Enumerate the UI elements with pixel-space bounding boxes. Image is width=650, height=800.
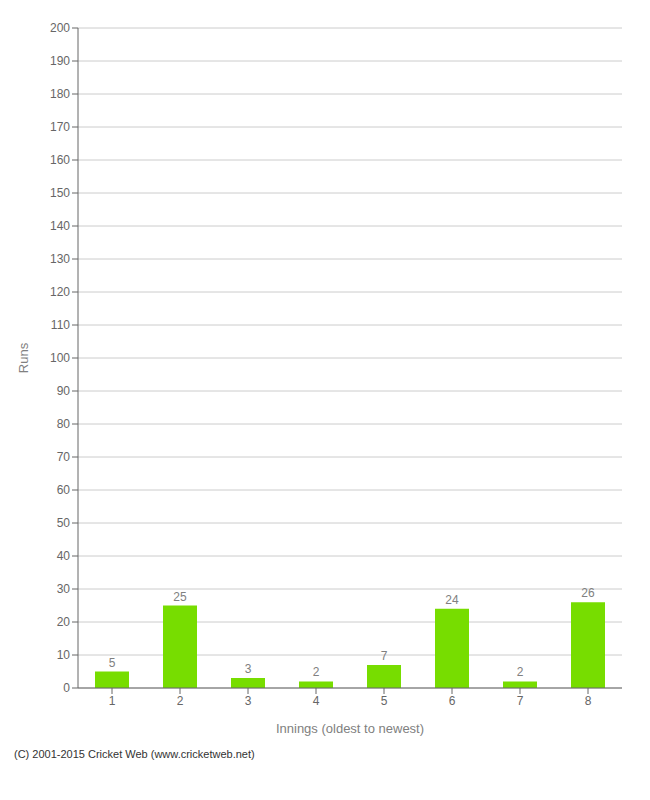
svg-text:5: 5 bbox=[381, 694, 388, 708]
svg-text:50: 50 bbox=[57, 516, 71, 530]
svg-text:140: 140 bbox=[50, 219, 70, 233]
svg-text:25: 25 bbox=[173, 590, 187, 604]
svg-text:20: 20 bbox=[57, 615, 71, 629]
svg-text:200: 200 bbox=[50, 21, 70, 35]
svg-text:180: 180 bbox=[50, 87, 70, 101]
svg-text:160: 160 bbox=[50, 153, 70, 167]
svg-text:7: 7 bbox=[517, 694, 524, 708]
svg-text:90: 90 bbox=[57, 384, 71, 398]
svg-text:150: 150 bbox=[50, 186, 70, 200]
svg-text:130: 130 bbox=[50, 252, 70, 266]
svg-text:Runs: Runs bbox=[16, 342, 31, 373]
svg-text:24: 24 bbox=[445, 593, 459, 607]
svg-text:3: 3 bbox=[245, 694, 252, 708]
svg-text:8: 8 bbox=[585, 694, 592, 708]
svg-text:100: 100 bbox=[50, 351, 70, 365]
svg-text:170: 170 bbox=[50, 120, 70, 134]
svg-text:3: 3 bbox=[245, 662, 252, 676]
svg-text:1: 1 bbox=[109, 694, 116, 708]
svg-text:26: 26 bbox=[581, 586, 595, 600]
svg-text:2: 2 bbox=[517, 665, 524, 679]
svg-text:2: 2 bbox=[313, 665, 320, 679]
html-text:(C) 2001-2015 Cricket Web (www: (C) 2001-2015 Cricket Web (www.cricketwe… bbox=[14, 748, 255, 760]
svg-text:110: 110 bbox=[51, 318, 70, 332]
svg-text:Innings (oldest to newest): Innings (oldest to newest) bbox=[276, 721, 424, 736]
svg-text:0: 0 bbox=[63, 681, 70, 695]
svg-text:2: 2 bbox=[177, 694, 184, 708]
svg-text:190: 190 bbox=[50, 54, 70, 68]
svg-text:6: 6 bbox=[449, 694, 456, 708]
svg-text:120: 120 bbox=[50, 285, 70, 299]
svg-text:40: 40 bbox=[57, 549, 71, 563]
svg-text:80: 80 bbox=[57, 417, 71, 431]
svg-text:4: 4 bbox=[313, 694, 320, 708]
svg-text:7: 7 bbox=[381, 649, 388, 663]
svg-text:5: 5 bbox=[109, 656, 116, 670]
svg-text:10: 10 bbox=[57, 648, 71, 662]
svg-text:70: 70 bbox=[57, 450, 71, 464]
svg-text:30: 30 bbox=[57, 582, 71, 596]
svg-text:60: 60 bbox=[57, 483, 71, 497]
